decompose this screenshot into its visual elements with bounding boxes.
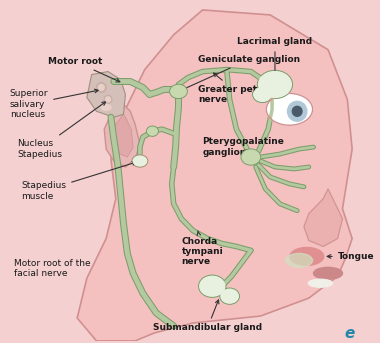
- Ellipse shape: [101, 104, 111, 110]
- Ellipse shape: [266, 93, 313, 125]
- Ellipse shape: [254, 87, 271, 102]
- Ellipse shape: [147, 127, 157, 135]
- Polygon shape: [304, 189, 342, 247]
- Text: Stapedius
muscle: Stapedius muscle: [21, 162, 136, 201]
- Text: Motor root: Motor root: [48, 57, 120, 82]
- Ellipse shape: [221, 289, 238, 303]
- Ellipse shape: [170, 84, 187, 98]
- Text: Nucleus
Stapedius: Nucleus Stapedius: [17, 102, 106, 159]
- Ellipse shape: [171, 85, 186, 97]
- Ellipse shape: [147, 126, 158, 136]
- Ellipse shape: [199, 275, 226, 297]
- Ellipse shape: [253, 86, 272, 102]
- Polygon shape: [87, 72, 125, 117]
- Ellipse shape: [290, 247, 324, 265]
- Circle shape: [97, 82, 106, 92]
- Text: Greater petrosal
nerve: Greater petrosal nerve: [198, 73, 282, 104]
- Ellipse shape: [132, 155, 147, 167]
- Ellipse shape: [220, 288, 239, 304]
- Text: Tongue: Tongue: [327, 252, 374, 261]
- Text: Geniculate ganglion: Geniculate ganglion: [182, 55, 300, 90]
- Ellipse shape: [258, 71, 292, 98]
- Polygon shape: [114, 114, 133, 157]
- Polygon shape: [104, 104, 140, 167]
- Ellipse shape: [242, 150, 260, 164]
- Text: Motor root of the
facial nerve: Motor root of the facial nerve: [14, 259, 91, 278]
- Ellipse shape: [241, 149, 261, 165]
- Ellipse shape: [314, 267, 342, 279]
- Polygon shape: [77, 10, 352, 341]
- Ellipse shape: [200, 276, 225, 296]
- Text: Lacrimal gland: Lacrimal gland: [238, 37, 312, 81]
- Text: Pterygopalatine
ganglion: Pterygopalatine ganglion: [203, 138, 285, 157]
- Ellipse shape: [258, 72, 291, 97]
- Text: e: e: [344, 327, 355, 341]
- Circle shape: [104, 95, 112, 103]
- Text: Submandibular gland: Submandibular gland: [153, 300, 262, 332]
- Circle shape: [98, 84, 104, 91]
- Text: Chorda
tympani
nerve: Chorda tympani nerve: [181, 231, 223, 267]
- Circle shape: [288, 102, 307, 121]
- Circle shape: [292, 106, 302, 116]
- Ellipse shape: [308, 279, 332, 287]
- Text: Superior
salivary
nucleus: Superior salivary nucleus: [10, 89, 98, 119]
- Ellipse shape: [133, 156, 147, 166]
- Ellipse shape: [286, 253, 313, 267]
- Circle shape: [106, 97, 111, 102]
